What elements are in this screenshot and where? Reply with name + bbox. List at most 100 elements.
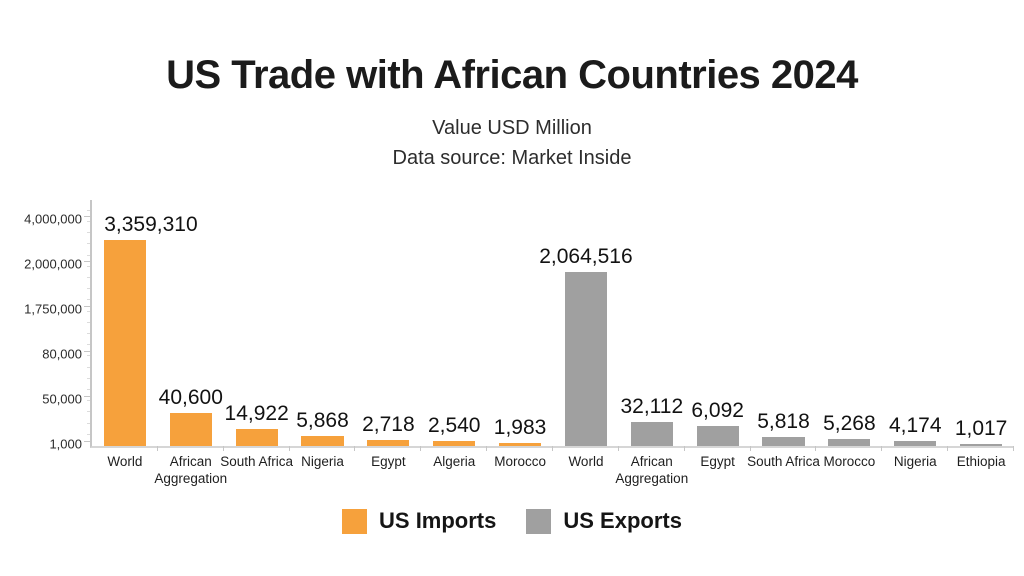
plot-area: 3,359,310 World 40,600 African Aggregation 1… — [84, 200, 1014, 486]
y-minor-tick-mark — [87, 422, 90, 424]
y-minor-tick-mark — [87, 377, 90, 379]
bar-us-exports-ethiopia — [960, 444, 1003, 446]
bar-value-label: 5,818 — [757, 410, 810, 433]
y-minor-tick-mark — [87, 433, 90, 435]
y-tick-mark — [84, 441, 90, 442]
bar-value-label: 14,922 — [224, 402, 289, 425]
bar-us-exports-south-africa — [762, 437, 805, 446]
x-tick-mark — [1013, 446, 1014, 451]
bar-slot-us-imports-morocco: 1,983 Morocco — [487, 200, 553, 469]
y-minor-tick-mark — [87, 277, 90, 278]
x-category-label: Ethiopia — [956, 454, 1006, 469]
y-tick-label: 1,000 — [49, 436, 82, 452]
y-minor-tick-mark — [87, 221, 90, 222]
y-tick-label: 1,750,000 — [24, 301, 82, 317]
y-minor-tick-mark — [87, 333, 90, 334]
bar-slot-us-imports-world: 3,359,310 World — [92, 200, 198, 469]
x-category-label: Egypt — [700, 454, 735, 469]
bar-us-exports-nigeria — [894, 441, 937, 446]
x-category-label: World — [568, 454, 604, 469]
bar-value-label: 4,174 — [888, 414, 942, 437]
x-tick-mark — [749, 446, 751, 451]
legend-item-imports: US Imports — [342, 508, 496, 534]
x-category-label: World — [107, 454, 143, 469]
imports-swatch-icon — [342, 508, 368, 534]
bar-value-label: 5,868 — [296, 409, 349, 432]
bar-slot-us-exports-egypt: 6,092 Egypt — [685, 200, 751, 469]
x-tick-mark — [222, 446, 224, 451]
bar-value-label: 6,092 — [691, 399, 744, 422]
bar-value-label: 5,268 — [823, 412, 876, 435]
y-tick-label: 2,000,000 — [24, 256, 82, 272]
x-tick-mark — [881, 446, 883, 451]
bar-us-imports-morocco — [499, 443, 542, 446]
x-category-label: South Africa — [747, 454, 820, 469]
y-minor-tick-mark — [87, 344, 90, 346]
y-minor-tick-mark — [87, 288, 90, 290]
x-category-label: African Aggregation — [154, 454, 228, 487]
chart-data-source: Data source: Market Inside — [392, 147, 632, 169]
bar-value-label: 3,359,310 — [104, 213, 198, 236]
exports-swatch-icon — [526, 508, 552, 534]
chart-subtitle: Value USD Million — [432, 117, 592, 139]
bar-us-imports-world — [103, 240, 146, 446]
y-minor-tick-mark — [87, 400, 90, 402]
y-minor-tick-mark — [87, 411, 90, 413]
bar-value-label: 1,983 — [493, 416, 547, 439]
x-category-label: South Africa — [220, 454, 294, 469]
bar-us-exports-egypt — [696, 426, 739, 446]
x-tick-mark — [156, 446, 158, 451]
bar-value-label: 32,112 — [620, 395, 684, 418]
bar-slot-us-imports-algeria: 2,540 Algeria — [421, 200, 487, 469]
y-minor-tick-mark — [87, 321, 90, 323]
y-minor-tick-mark — [87, 355, 90, 357]
y-tick-mark — [84, 216, 90, 217]
x-tick-mark — [354, 446, 356, 451]
bar-value-label: 1,017 — [954, 417, 1008, 440]
chart-title: US Trade with African Countries 2024 — [166, 53, 858, 97]
y-minor-tick-mark — [87, 366, 90, 368]
bar-slot-us-imports-nigeria: 5,868 Nigeria — [290, 200, 356, 469]
legend-label-exports: US Exports — [563, 508, 682, 533]
y-minor-tick-mark — [87, 299, 90, 301]
bar-us-imports-egypt — [367, 440, 410, 446]
y-minor-tick-mark — [87, 389, 90, 390]
bar-value-label: 2,540 — [427, 414, 481, 437]
x-category-label: Nigeria — [301, 454, 344, 469]
legend-label-imports: US Imports — [379, 508, 497, 533]
bar-value-label: 2,064,516 — [539, 245, 633, 268]
x-tick-mark — [288, 446, 290, 451]
bar-slot-us-imports-egypt: 2,718 Egypt — [355, 200, 421, 469]
bar-us-imports-south-africa — [235, 429, 278, 446]
y-tick-mark — [84, 396, 90, 397]
y-axis-tick-labels: 4,000,000 2,000,000 1,750,000 80,000 50,000 1… — [0, 200, 82, 452]
y-tick-mark — [84, 351, 90, 352]
y-tick-label: 4,000,000 — [24, 211, 82, 227]
bar-us-exports-african-aggregation — [630, 422, 673, 446]
x-tick-mark — [683, 446, 685, 451]
bar-slot-us-exports-nigeria: 4,174 Nigeria — [882, 200, 948, 469]
x-tick-mark — [420, 446, 422, 451]
y-tick-label: 50,000 — [42, 391, 82, 407]
legend-item-exports: US Exports — [526, 508, 682, 534]
x-category-label: Morocco — [823, 454, 876, 469]
y-tick-mark — [84, 261, 90, 262]
bar-us-exports-morocco — [828, 439, 871, 446]
x-tick-mark — [552, 446, 553, 451]
bar-slot-us-imports-south-africa: 14,922 South Africa — [220, 200, 293, 469]
y-minor-tick-mark — [87, 310, 90, 312]
bar-value-label: 2,718 — [362, 413, 415, 436]
y-minor-tick-mark — [87, 232, 90, 234]
y-minor-tick-mark — [87, 265, 90, 267]
bar-slot-us-exports-morocco: 5,268 Morocco — [816, 200, 882, 469]
bar-us-imports-algeria — [433, 441, 476, 446]
x-category-label: Morocco — [494, 454, 546, 469]
y-tick-label: 80,000 — [42, 346, 82, 362]
bar-slot-us-exports-south-africa: 5,818 South Africa — [747, 200, 820, 469]
bar-slots: 3,359,310 World 40,600 African Aggregation 1… — [92, 200, 1014, 486]
y-minor-tick-mark — [87, 209, 90, 211]
x-tick-mark — [947, 446, 949, 451]
bar-us-exports-world — [564, 272, 607, 446]
bar-value-label: 40,600 — [158, 386, 223, 409]
bar-slot-us-exports-ethiopia: 1,017 Ethiopia — [948, 200, 1014, 469]
